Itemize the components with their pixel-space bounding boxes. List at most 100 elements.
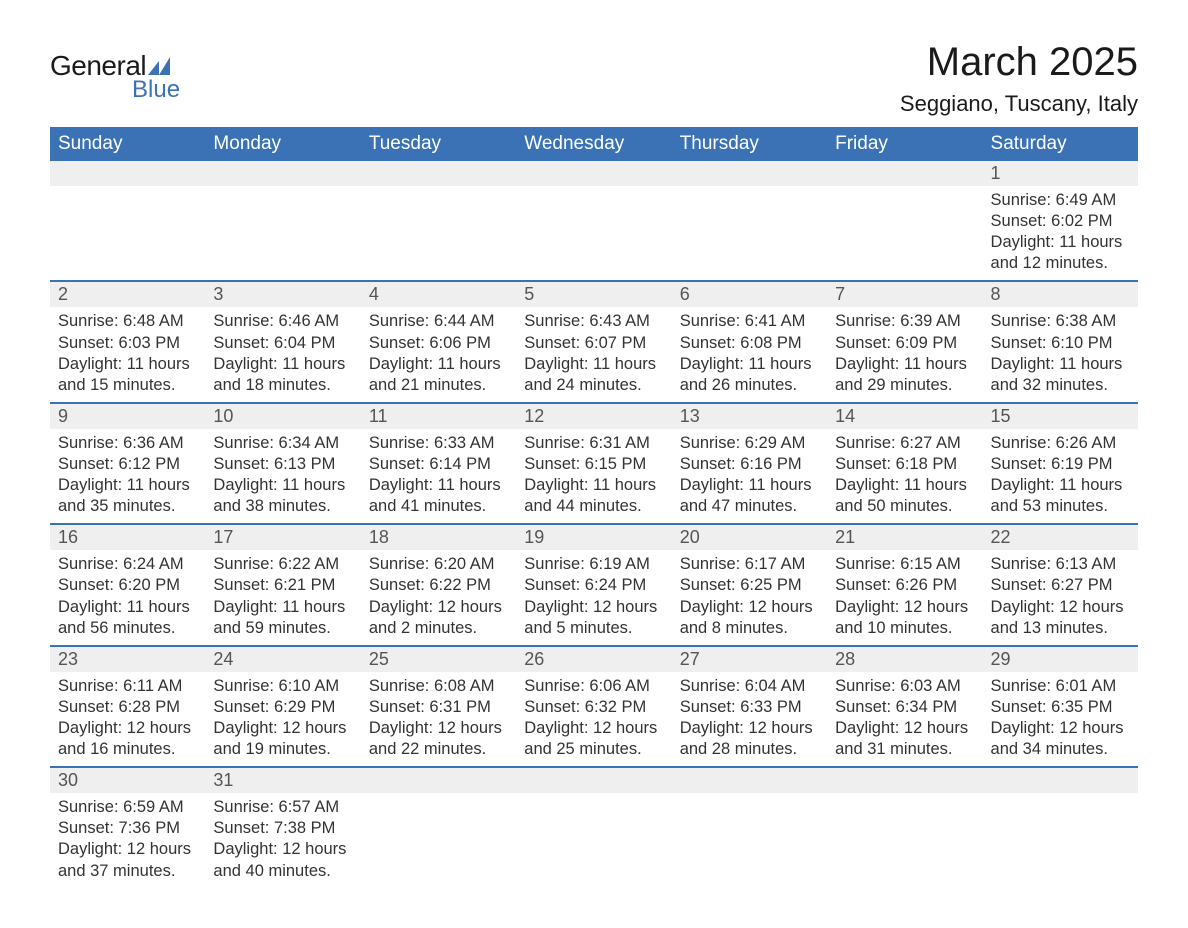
- weekday-header: Tuesday: [361, 127, 516, 161]
- day-number-cell: 11: [361, 403, 516, 429]
- sunrise-line: Sunrise: 6:31 AM: [524, 433, 663, 454]
- sunset-line: Sunset: 7:38 PM: [213, 818, 352, 839]
- day-number-cell: 4: [361, 281, 516, 307]
- day-detail-cell: [672, 793, 827, 887]
- day-number-cell: 18: [361, 524, 516, 550]
- day-detail-cell: [516, 186, 671, 281]
- day-number-row: 3031: [50, 767, 1138, 793]
- day-detail-row: Sunrise: 6:49 AMSunset: 6:02 PMDaylight:…: [50, 186, 1138, 281]
- daylight-line: Daylight: 12 hours and 31 minutes.: [835, 718, 974, 760]
- day-detail-cell: [827, 793, 982, 887]
- sunrise-line: Sunrise: 6:44 AM: [369, 311, 508, 332]
- day-detail-cell: [361, 186, 516, 281]
- sunset-line: Sunset: 6:28 PM: [58, 697, 197, 718]
- day-detail-cell: [516, 793, 671, 887]
- sunrise-line: Sunrise: 6:34 AM: [213, 433, 352, 454]
- sunrise-line: Sunrise: 6:41 AM: [680, 311, 819, 332]
- day-number-row: 2345678: [50, 281, 1138, 307]
- day-detail-cell: Sunrise: 6:33 AMSunset: 6:14 PMDaylight:…: [361, 429, 516, 524]
- day-number-cell: 5: [516, 281, 671, 307]
- day-detail-cell: Sunrise: 6:04 AMSunset: 6:33 PMDaylight:…: [672, 672, 827, 767]
- sunrise-line: Sunrise: 6:26 AM: [991, 433, 1130, 454]
- sunrise-line: Sunrise: 6:24 AM: [58, 554, 197, 575]
- day-number-cell: 29: [983, 646, 1138, 672]
- daylight-line: Daylight: 12 hours and 8 minutes.: [680, 597, 819, 639]
- daylight-line: Daylight: 12 hours and 34 minutes.: [991, 718, 1130, 760]
- day-number-cell: 6: [672, 281, 827, 307]
- day-detail-cell: Sunrise: 6:20 AMSunset: 6:22 PMDaylight:…: [361, 550, 516, 645]
- day-detail-cell: Sunrise: 6:29 AMSunset: 6:16 PMDaylight:…: [672, 429, 827, 524]
- day-detail-cell: [50, 186, 205, 281]
- day-number-cell: 9: [50, 403, 205, 429]
- sunset-line: Sunset: 6:35 PM: [991, 697, 1130, 718]
- daylight-line: Daylight: 11 hours and 32 minutes.: [991, 354, 1130, 396]
- sunrise-line: Sunrise: 6:19 AM: [524, 554, 663, 575]
- day-number-cell: 27: [672, 646, 827, 672]
- weekday-header: Monday: [205, 127, 360, 161]
- sunrise-line: Sunrise: 6:11 AM: [58, 676, 197, 697]
- sunset-line: Sunset: 6:12 PM: [58, 454, 197, 475]
- day-number-cell: 28: [827, 646, 982, 672]
- sunrise-line: Sunrise: 6:39 AM: [835, 311, 974, 332]
- sunset-line: Sunset: 6:19 PM: [991, 454, 1130, 475]
- brand-logo: General Blue: [50, 40, 180, 104]
- weekday-header: Thursday: [672, 127, 827, 161]
- sunrise-line: Sunrise: 6:17 AM: [680, 554, 819, 575]
- day-detail-cell: Sunrise: 6:48 AMSunset: 6:03 PMDaylight:…: [50, 307, 205, 402]
- day-detail-cell: [983, 793, 1138, 887]
- daylight-line: Daylight: 12 hours and 28 minutes.: [680, 718, 819, 760]
- day-detail-row: Sunrise: 6:36 AMSunset: 6:12 PM Daylight:…: [50, 429, 1138, 524]
- sunrise-line: Sunrise: 6:04 AM: [680, 676, 819, 697]
- day-number-cell: 31: [205, 767, 360, 793]
- day-number-row: 9101112131415: [50, 403, 1138, 429]
- day-number-cell: 10: [205, 403, 360, 429]
- daylight-line: Daylight: 11 hours and 53 minutes.: [991, 475, 1130, 517]
- sunrise-line: Sunrise: 6:01 AM: [991, 676, 1130, 697]
- sunset-line: Sunset: 6:09 PM: [835, 333, 974, 354]
- day-number-cell: 20: [672, 524, 827, 550]
- day-detail-cell: Sunrise: 6:49 AMSunset: 6:02 PMDaylight:…: [983, 186, 1138, 281]
- daylight-line: Daylight: 11 hours and 59 minutes.: [213, 597, 352, 639]
- sunset-line: Sunset: 6:21 PM: [213, 575, 352, 596]
- sunset-line: Sunset: 6:08 PM: [680, 333, 819, 354]
- daylight-line: Daylight: 12 hours and 19 minutes.: [213, 718, 352, 760]
- calendar-table: Sunday Monday Tuesday Wednesday Thursday…: [50, 127, 1138, 888]
- sunset-line: Sunset: 6:14 PM: [369, 454, 508, 475]
- sunrise-line: Sunrise: 6:59 AM: [58, 797, 197, 818]
- day-detail-cell: Sunrise: 6:31 AMSunset: 6:15 PMDaylight:…: [516, 429, 671, 524]
- day-number-cell: 26: [516, 646, 671, 672]
- daylight-line: Daylight: 11 hours and 24 minutes.: [524, 354, 663, 396]
- day-number-cell: 19: [516, 524, 671, 550]
- sunset-line: Sunset: 6:13 PM: [213, 454, 352, 475]
- sunset-line: Sunset: 6:04 PM: [213, 333, 352, 354]
- day-detail-cell: [205, 186, 360, 281]
- daylight-line: Daylight: 12 hours and 2 minutes.: [369, 597, 508, 639]
- day-detail-cell: Sunrise: 6:59 AMSunset: 7:36 PMDaylight:…: [50, 793, 205, 887]
- sunrise-line: Sunrise: 6:10 AM: [213, 676, 352, 697]
- day-number-cell: 1: [983, 161, 1138, 186]
- sunset-line: Sunset: 6:20 PM: [58, 575, 197, 596]
- daylight-line: Daylight: 12 hours and 22 minutes.: [369, 718, 508, 760]
- day-number-cell: 17: [205, 524, 360, 550]
- day-detail-cell: Sunrise: 6:11 AMSunset: 6:28 PMDaylight:…: [50, 672, 205, 767]
- sunrise-line: Sunrise: 6:36 AM: [58, 433, 197, 454]
- day-detail-cell: Sunrise: 6:26 AMSunset: 6:19 PMDaylight:…: [983, 429, 1138, 524]
- day-number-cell: [50, 161, 205, 186]
- daylight-line: Daylight: 11 hours and 56 minutes.: [58, 597, 197, 639]
- daylight-line: Daylight: 12 hours and 5 minutes.: [524, 597, 663, 639]
- sunset-line: Sunset: 6:24 PM: [524, 575, 663, 596]
- day-number-cell: 13: [672, 403, 827, 429]
- sunrise-line: Sunrise: 6:15 AM: [835, 554, 974, 575]
- day-detail-cell: Sunrise: 6:57 AMSunset: 7:38 PMDaylight:…: [205, 793, 360, 887]
- daylight-line: Daylight: 11 hours and 26 minutes.: [680, 354, 819, 396]
- day-number-cell: 2: [50, 281, 205, 307]
- sunrise-line: Sunrise: 6:43 AM: [524, 311, 663, 332]
- day-detail-row: Sunrise: 6:11 AMSunset: 6:28 PM Daylight:…: [50, 672, 1138, 767]
- sunrise-line: Sunrise: 6:33 AM: [369, 433, 508, 454]
- day-number-cell: [672, 767, 827, 793]
- sunrise-line: Sunrise: 6:20 AM: [369, 554, 508, 575]
- day-number-cell: [827, 161, 982, 186]
- day-detail-cell: Sunrise: 6:13 AMSunset: 6:27 PMDaylight:…: [983, 550, 1138, 645]
- weekday-header: Wednesday: [516, 127, 671, 161]
- day-number-cell: 23: [50, 646, 205, 672]
